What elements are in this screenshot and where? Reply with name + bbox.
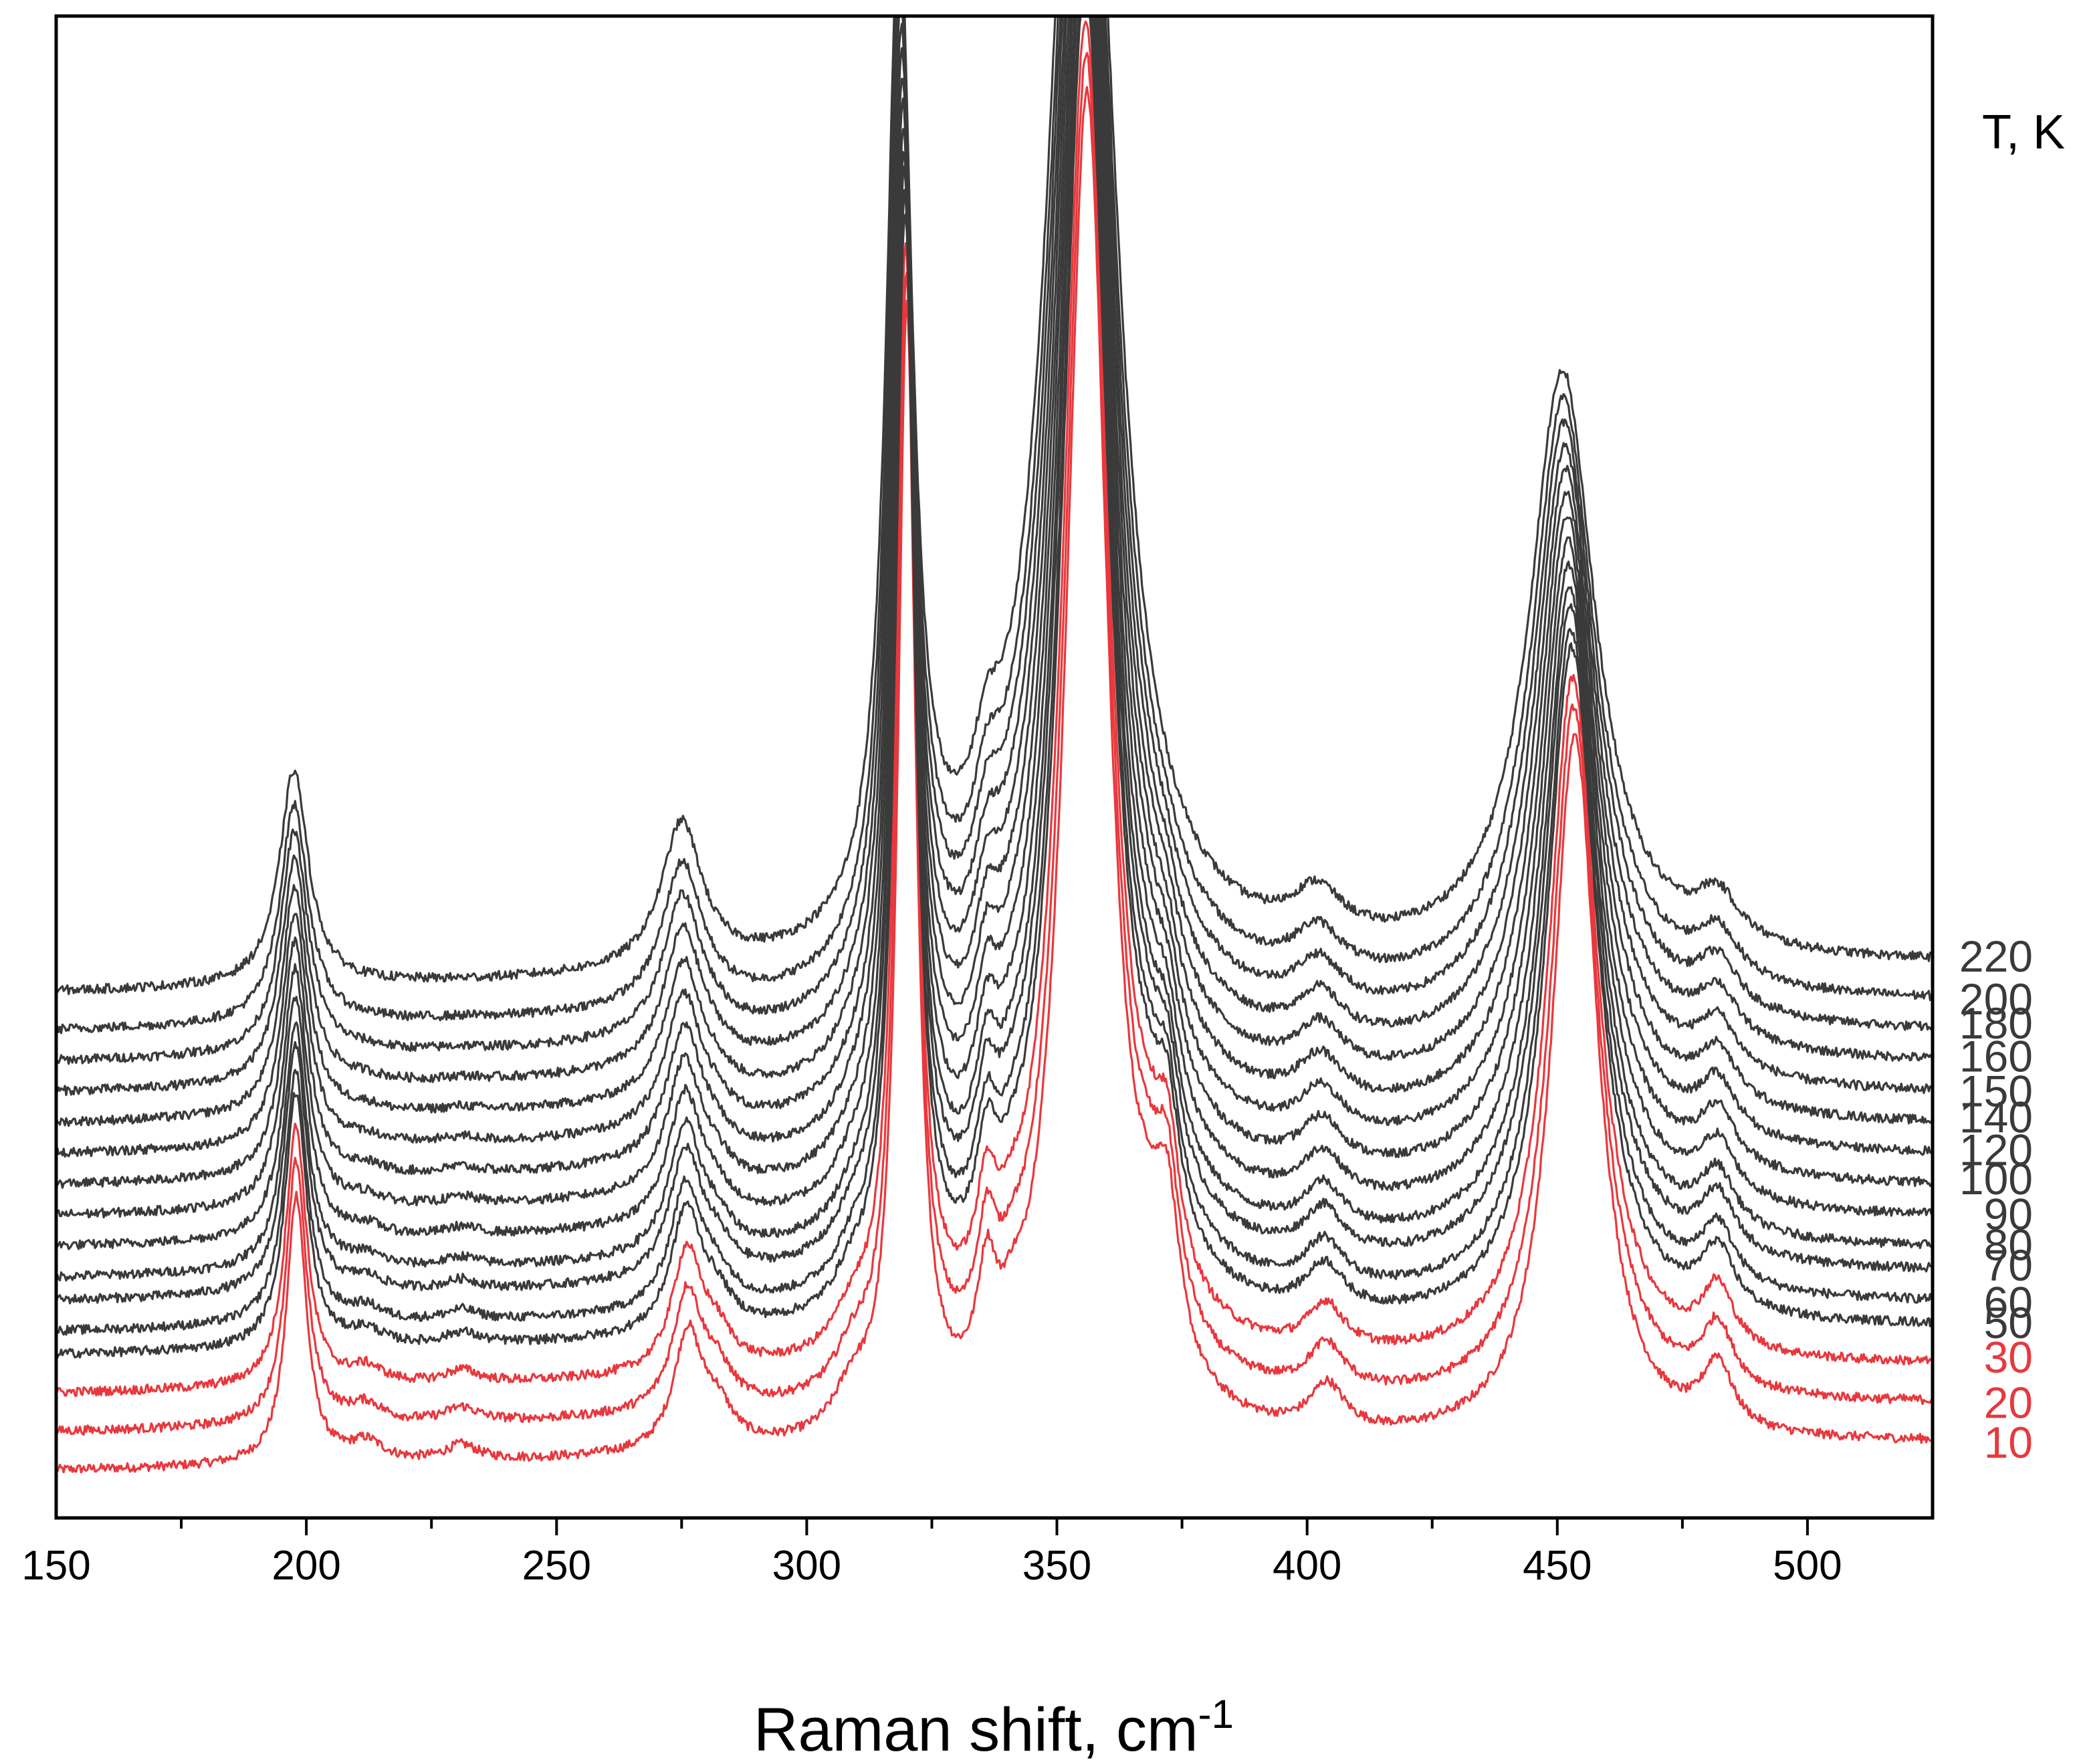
temperature-label-20: 20 <box>1984 1377 2033 1427</box>
temperature-label-180: 180 <box>1959 998 2033 1048</box>
spectrum-line-90K <box>56 16 1933 1250</box>
temperature-label-220: 220 <box>1959 931 2033 981</box>
legend-title: T, K <box>1982 106 2065 159</box>
x-axis-title-text: Raman shift, cm <box>754 1696 1198 1764</box>
x-tick-label: 150 <box>21 1543 90 1589</box>
spectrum-line-20K <box>56 51 1933 1436</box>
spectra-series <box>56 16 1933 1474</box>
x-axis: 150 200 250 300 350 400 450 500 <box>21 1518 1842 1589</box>
plot-frame <box>54 14 1935 1520</box>
spectrum-line-140K <box>56 16 1933 1158</box>
x-tick-label: 300 <box>772 1543 841 1589</box>
spectrum-line-60K <box>56 16 1933 1336</box>
temperature-label-60: 60 <box>1984 1278 2033 1327</box>
temperature-label-50: 50 <box>1984 1298 2033 1347</box>
x-tick-label: 250 <box>522 1543 591 1589</box>
spectrum-line-30K <box>56 20 1933 1398</box>
temperature-label-30: 30 <box>1984 1332 2033 1382</box>
spectrum-line-70K <box>56 16 1933 1305</box>
x-tick-label: 500 <box>1773 1543 1842 1589</box>
temperature-label-150: 150 <box>1959 1067 2033 1116</box>
temperature-label-200: 200 <box>1959 974 2033 1024</box>
x-tick-label: 200 <box>271 1543 340 1589</box>
spectrum-line-50K <box>56 16 1933 1359</box>
temperature-label-160: 160 <box>1959 1032 2033 1081</box>
temperature-label-80: 80 <box>1984 1220 2033 1270</box>
spectrum-line-10K <box>56 86 1933 1474</box>
temperature-label-120: 120 <box>1959 1125 2033 1174</box>
x-axis-title: Raman shift, cm-1 <box>754 1692 1234 1764</box>
temperature-label-140: 140 <box>1959 1093 2033 1142</box>
spectrum-line-100K <box>56 16 1933 1219</box>
spectrum-line-120K <box>56 16 1933 1189</box>
spectrum-line-80K <box>56 16 1933 1282</box>
spectrum-line-150K <box>56 16 1933 1127</box>
temperature-label-70: 70 <box>1984 1240 2033 1290</box>
temperature-label-90: 90 <box>1984 1189 2033 1238</box>
x-tick-label: 450 <box>1523 1543 1592 1589</box>
spectrum-line-220K <box>56 16 1933 996</box>
spectrum-line-200K <box>56 16 1933 1034</box>
spectrum-line-180K <box>56 16 1933 1065</box>
x-axis-title-superscript: -1 <box>1198 1692 1234 1737</box>
temperature-label-10: 10 <box>1984 1418 2033 1467</box>
x-tick-label: 400 <box>1273 1543 1341 1589</box>
temperature-label-100: 100 <box>1959 1154 2033 1204</box>
x-tick-label: 350 <box>1022 1543 1091 1589</box>
spectrum-line-160K <box>56 16 1933 1097</box>
